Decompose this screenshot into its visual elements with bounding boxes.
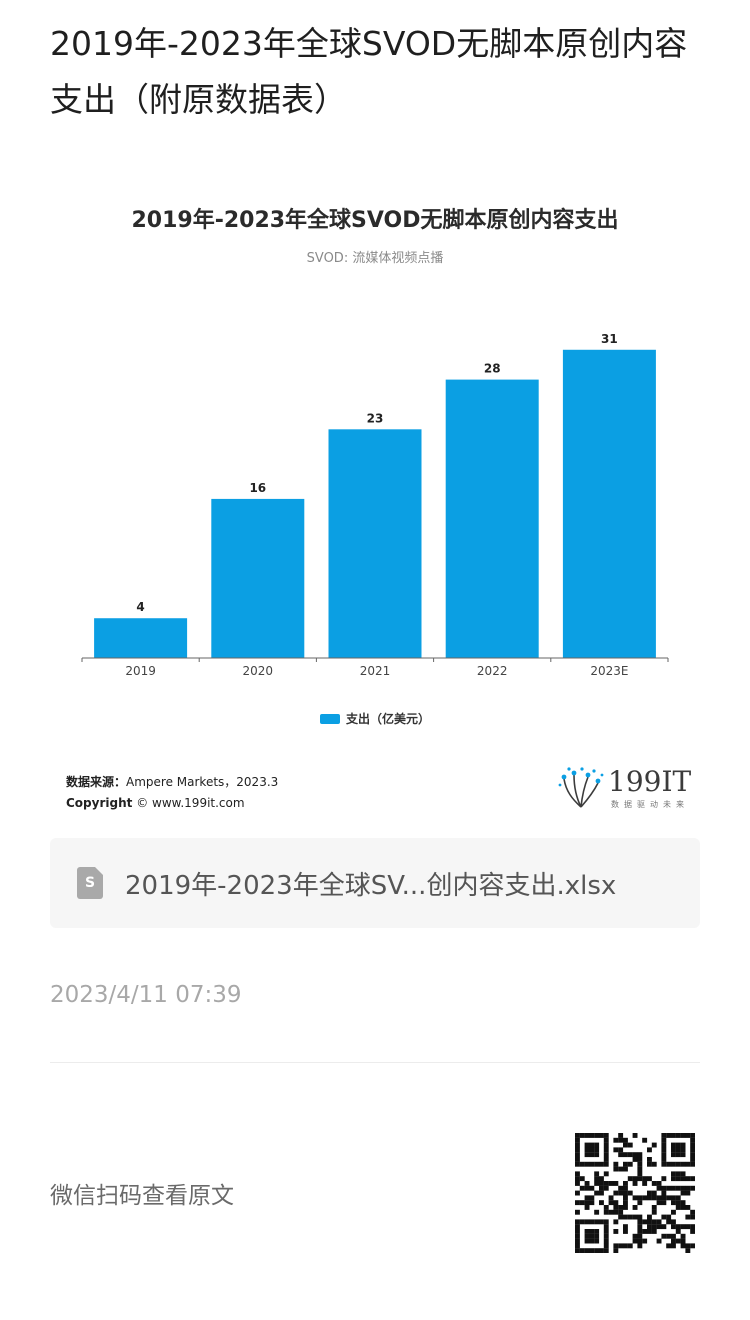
chart-title: 2019年-2023年全球SVOD无脚本原创内容支出: [131, 208, 619, 233]
bar-2020: [211, 498, 305, 658]
source-text: Ampere Markets，2023.3: [126, 775, 279, 789]
logo-text: 199IT: [608, 765, 692, 798]
x-tick-label-2019: 2019: [125, 664, 156, 678]
chart-legend: 支出（亿美元）: [50, 710, 700, 727]
bar-chart: 4 2019 16 2020 23 2021 28 2022 31 2023E: [81, 332, 669, 678]
data-label-2019: 4: [136, 600, 144, 614]
source-label: 数据来源：: [66, 775, 127, 789]
x-tick-label-2020: 2020: [243, 664, 274, 678]
publish-timestamp: 2023/4/11 07:39: [50, 982, 242, 1008]
logo-mark-icon: [558, 767, 604, 808]
file-icon-letter: S: [84, 875, 96, 891]
copyright-label: Copyright: [66, 796, 133, 810]
logo-slogan: 数据驱动未来: [611, 800, 689, 809]
chart-figure: 4 2019 16 2020 23 2021 28 2022 31 2023E 2019年-202…: [50, 180, 700, 820]
qr-caption: 微信扫码查看原文: [50, 1183, 234, 1209]
bar-2021: [328, 429, 422, 658]
bar-2019: [94, 618, 188, 658]
x-tick-label-2023E: 2023E: [590, 664, 628, 678]
x-tick-label-2022: 2022: [477, 664, 508, 678]
chart-subtitle: SVOD: 流媒体视频点播: [306, 251, 444, 266]
x-tick-label-2021: 2021: [360, 664, 391, 678]
attachment-card[interactable]: S 2019年-2023年全球SV...创内容支出.xlsx: [50, 838, 700, 928]
brand-logo: 199IT 数据驱动未来: [558, 765, 693, 813]
legend-swatch: [319, 713, 340, 724]
spreadsheet-file-icon: S: [77, 867, 103, 899]
data-label-2022: 28: [484, 362, 501, 376]
copyright-text: © www.199it.com: [136, 796, 245, 810]
bar-2023E: [562, 349, 656, 658]
page-title: 2019年-2023年全球SVOD无脚本原创内容支出（附原数据表）: [50, 24, 688, 119]
qr-code-icon[interactable]: [575, 1133, 695, 1253]
data-label-2021: 23: [367, 411, 384, 425]
data-label-2023E: 31: [601, 332, 618, 346]
divider: [50, 1062, 700, 1063]
bar-2022: [445, 379, 539, 658]
legend-label: 支出（亿美元）: [345, 712, 430, 726]
file-name[interactable]: 2019年-2023年全球SV...创内容支出.xlsx: [125, 870, 617, 901]
data-source: 数据来源：Ampere Markets，2023.3 Copyright © w…: [66, 772, 278, 814]
data-label-2020: 16: [249, 481, 266, 495]
